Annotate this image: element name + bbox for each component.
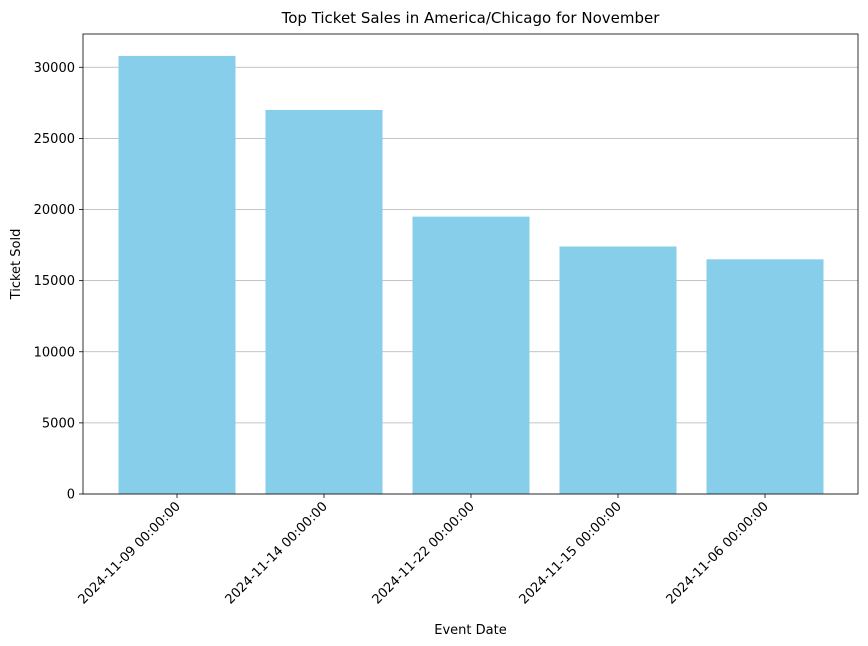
bar <box>412 216 530 494</box>
y-tick-label: 30000 <box>34 61 75 76</box>
bar <box>706 259 824 494</box>
x-axis-ticks: 2024-11-09 00:00:00 2024-11-14 00:00:00 20… <box>76 494 772 607</box>
bar <box>265 109 383 494</box>
bar <box>118 55 236 495</box>
x-tick-label: 2024-11-14 00:00:00 <box>223 499 331 607</box>
y-tick-label: 0 <box>67 488 75 503</box>
y-tick-label: 15000 <box>34 274 75 289</box>
x-tick-label: 2024-11-15 00:00:00 <box>517 499 625 607</box>
bar <box>559 246 677 494</box>
y-tick-label: 20000 <box>34 203 75 218</box>
y-axis-ticks: 0 5000 10000 15000 20000 25000 30000 <box>34 61 83 503</box>
y-tick-label: 10000 <box>34 345 75 360</box>
x-tick-label: 2024-11-22 00:00:00 <box>370 499 478 607</box>
y-tick-label: 5000 <box>42 416 75 431</box>
plot-frame <box>82 33 859 495</box>
x-tick-label: 2024-11-06 00:00:00 <box>664 499 772 607</box>
bars <box>118 55 824 495</box>
y-axis-label: Ticket Sold <box>9 229 24 301</box>
chart-title: Top Ticket Sales in America/Chicago for … <box>281 9 661 27</box>
x-axis-label: Event Date <box>434 623 506 638</box>
y-tick-label: 25000 <box>34 132 75 147</box>
x-tick-label: 2024-11-09 00:00:00 <box>76 499 184 607</box>
